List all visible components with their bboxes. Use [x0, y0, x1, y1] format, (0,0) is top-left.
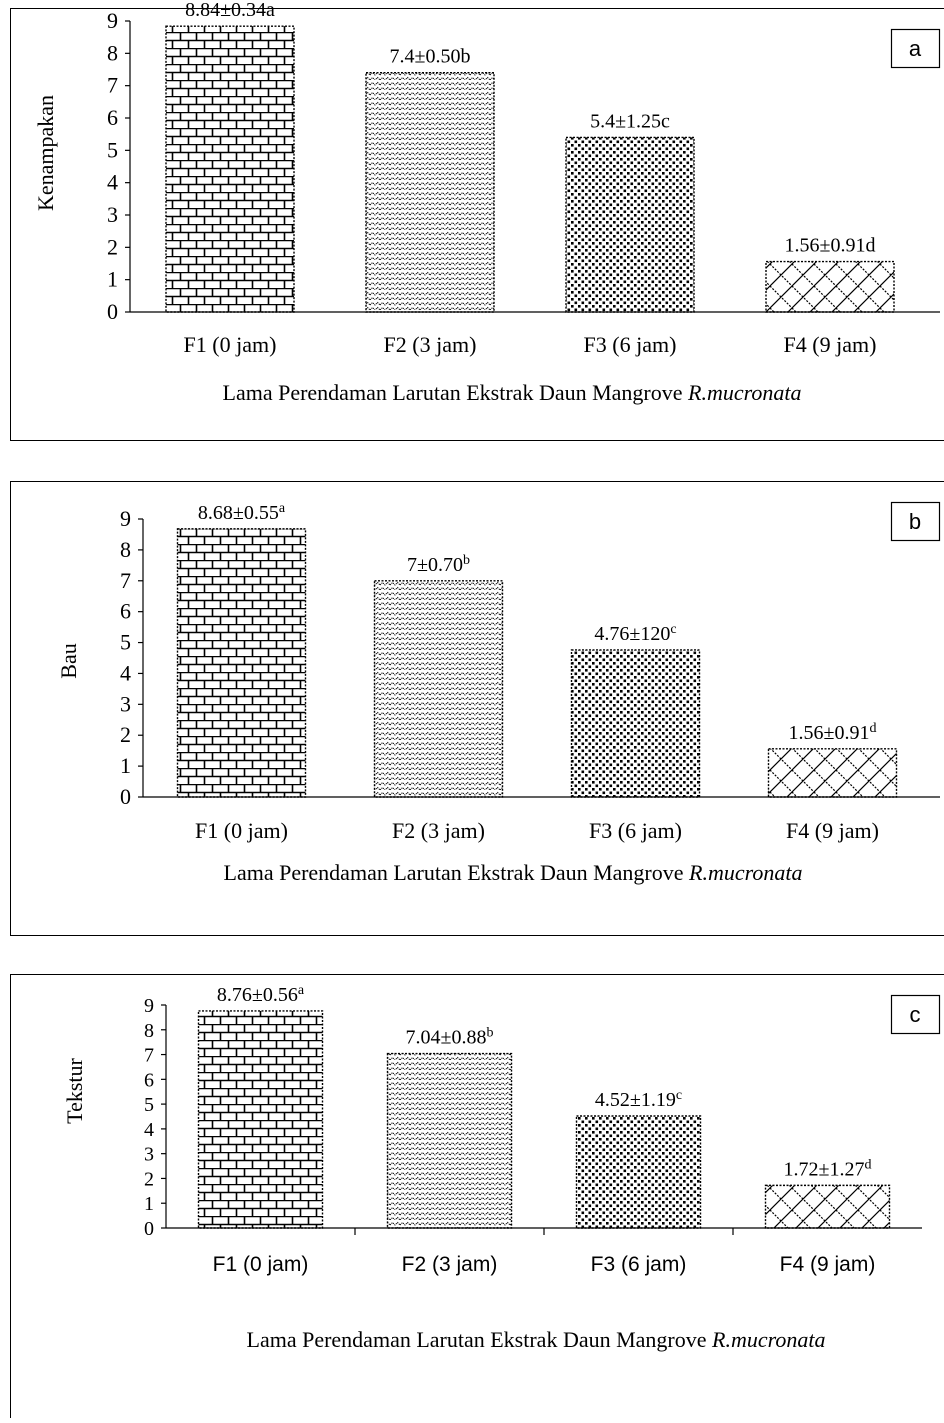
- y-tick-label: 0: [107, 299, 118, 324]
- y-axis-label: Tekstur: [62, 1057, 87, 1123]
- y-tick-label: 6: [120, 599, 131, 624]
- x-axis-label-main: Lama Perendaman Larutan Ekstrak Daun Man…: [223, 380, 683, 405]
- data-label-3: 4.76±120c: [594, 621, 676, 645]
- y-tick-label: 8: [107, 40, 118, 65]
- x-category-label: F3 (6 jam): [591, 1253, 687, 1276]
- data-label-superscript: c: [670, 621, 676, 636]
- data-label-superscript: b: [486, 1025, 493, 1040]
- x-category-label: F2 (3 jam): [384, 332, 477, 357]
- y-tick-label: 9: [107, 8, 118, 33]
- y-tick-label: 7: [144, 1045, 154, 1067]
- y-tick-label: 8: [120, 537, 131, 562]
- y-tick-label: 6: [107, 105, 118, 130]
- y-tick-label: 1: [120, 753, 131, 778]
- data-label-superscript: c: [676, 1088, 682, 1103]
- y-tick-label: 5: [120, 630, 131, 655]
- x-axis-label-main: Lama Perendaman Larutan Ekstrak Daun Man…: [224, 860, 684, 885]
- data-label-1: 8.76±0.56a: [217, 982, 305, 1006]
- data-label-superscript: a: [279, 500, 286, 515]
- bar-4: [766, 262, 894, 312]
- x-axis-label-main: Lama Perendaman Larutan Ekstrak Daun Man…: [247, 1327, 707, 1352]
- data-label-1: 8.68±0.55a: [198, 500, 286, 524]
- data-label-superscript: a: [298, 982, 305, 997]
- data-label-2: 7.4±0.50b: [390, 46, 471, 68]
- y-tick-label: 0: [144, 1218, 154, 1240]
- y-tick-label: 0: [120, 784, 131, 809]
- y-tick-label: 6: [144, 1069, 154, 1091]
- y-tick-label: 7: [120, 568, 131, 593]
- x-axis-label-italic: R.mucronata: [688, 860, 802, 885]
- y-tick-label: 2: [120, 722, 131, 747]
- data-label-2: 7.04±0.88b: [406, 1025, 494, 1049]
- bar-2: [375, 581, 503, 797]
- data-label-3: 5.4±1.25c: [590, 110, 670, 132]
- y-axis-label: Bau: [56, 643, 81, 678]
- data-label-superscript: d: [869, 720, 876, 735]
- x-category-label: F1 (0 jam): [195, 818, 288, 843]
- bar-4: [766, 1185, 890, 1228]
- y-tick-label: 1: [107, 267, 118, 292]
- data-label-4: 1.56±0.91d: [789, 720, 877, 744]
- bar-2: [388, 1054, 512, 1228]
- y-tick-label: 4: [144, 1119, 154, 1141]
- x-axis-label: Lama Perendaman Larutan Ekstrak Daun Man…: [247, 1327, 826, 1352]
- x-category-label: F4 (9 jam): [786, 818, 879, 843]
- x-category-label: F1 (0 jam): [184, 332, 277, 357]
- panel-label: a: [909, 36, 922, 61]
- bar-3: [566, 137, 694, 312]
- x-category-label: F2 (3 jam): [402, 1253, 498, 1276]
- y-tick-label: 3: [144, 1144, 154, 1166]
- bar-4: [769, 749, 897, 797]
- x-axis-label-italic: R.mucronata: [687, 380, 801, 405]
- data-label-superscript: b: [463, 552, 470, 567]
- bar-2: [366, 73, 494, 312]
- x-category-label: F2 (3 jam): [392, 818, 485, 843]
- bar-1: [166, 26, 294, 312]
- chart-panel-b: Bau 0 1 2 3 4 5 6 7 8 9 8.68±0.55a 7±0.70b 4.76±120…: [11, 482, 944, 936]
- x-axis-label: Lama Perendaman Larutan Ekstrak Daun Man…: [224, 860, 803, 885]
- panel-label: b: [909, 509, 921, 534]
- y-axis-label: Kenampakan: [33, 95, 58, 211]
- y-tick-label: 8: [144, 1020, 154, 1042]
- bar-3: [572, 650, 700, 797]
- y-tick-label: 7: [107, 73, 118, 98]
- x-category-label: F4 (9 jam): [780, 1253, 876, 1276]
- y-tick-label: 5: [144, 1094, 154, 1116]
- bar-1: [199, 1011, 323, 1228]
- y-tick-label: 4: [107, 170, 118, 195]
- y-tick-label: 4: [120, 660, 131, 685]
- x-category-label: F1 (0 jam): [213, 1253, 309, 1276]
- y-tick-label: 9: [120, 506, 131, 531]
- data-label-4: 1.56±0.91d: [785, 235, 876, 257]
- bar-3: [577, 1116, 701, 1228]
- y-tick-label: 2: [107, 234, 118, 259]
- data-label-2: 7±0.70b: [407, 552, 470, 576]
- y-tick-label: 5: [107, 137, 118, 162]
- x-category-label: F3 (6 jam): [584, 332, 677, 357]
- bar-1: [178, 529, 306, 797]
- y-tick-label: 9: [144, 995, 154, 1017]
- x-category-label: F4 (9 jam): [784, 332, 877, 357]
- panel-label: c: [910, 1002, 921, 1027]
- chart-panel-a: Kenampakan 0 1 2 3 4 5 6 7 8 9 8.84±0.34a 7.4±0.50…: [11, 0, 944, 440]
- y-tick-label: 1: [144, 1193, 154, 1215]
- y-tick-label: 2: [144, 1168, 154, 1190]
- data-label-1: 8.84±0.34a: [185, 0, 275, 21]
- y-tick-label: 3: [107, 202, 118, 227]
- data-label-superscript: d: [864, 1157, 871, 1172]
- data-label-3: 4.52±1.19c: [595, 1088, 682, 1112]
- data-label-4: 1.72±1.27d: [784, 1157, 872, 1181]
- y-tick-label: 3: [120, 691, 131, 716]
- x-category-label: F3 (6 jam): [589, 818, 682, 843]
- x-axis-label: Lama Perendaman Larutan Ekstrak Daun Man…: [223, 380, 802, 405]
- x-axis-label-italic: R.mucronata: [711, 1327, 825, 1352]
